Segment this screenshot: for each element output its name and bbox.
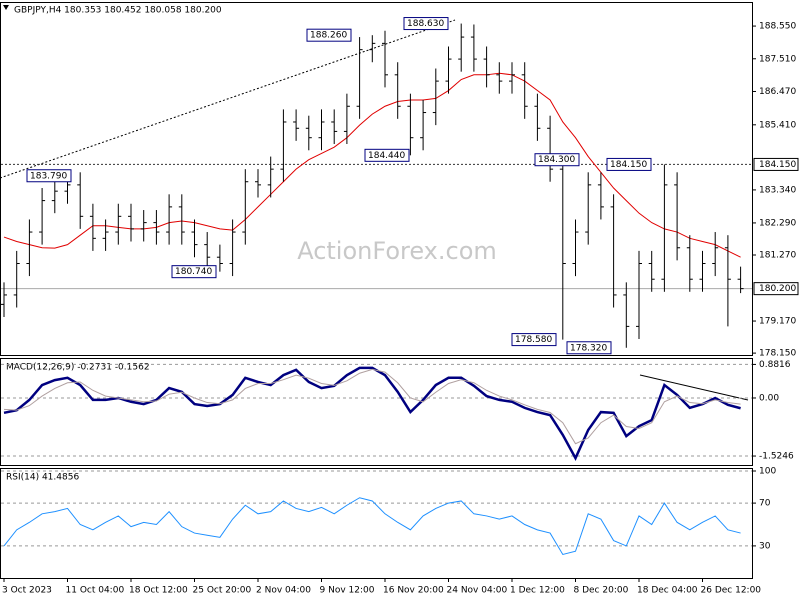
- x-tick-label: 8 Dec 20:00: [574, 586, 629, 596]
- annotation-label: 184.300: [538, 155, 575, 165]
- y-tick-label: 182.290: [759, 218, 796, 228]
- price-label-box: [753, 157, 799, 171]
- x-tick-label: 25 Oct 20:00: [193, 586, 252, 596]
- annotation-box: [403, 17, 449, 31]
- annotation-label: 188.260: [310, 31, 347, 41]
- annotation-label: 178.580: [515, 335, 552, 345]
- annotation-label: 184.440: [368, 151, 405, 161]
- indicator-line: [3, 497, 741, 556]
- annotation-label: 178.320: [570, 343, 607, 353]
- watermark: ActionForex.com: [297, 237, 497, 265]
- y-tick-label: -1.5246: [759, 452, 794, 462]
- x-tick-label: 1 Dec 12:00: [510, 586, 565, 596]
- y-tick-label: 70: [759, 499, 771, 509]
- x-tick-label: 11 Oct 04:00: [66, 586, 125, 596]
- indicator-line: [3, 368, 741, 445]
- macd-trend-line: [639, 374, 749, 401]
- y-tick-label: 100: [759, 467, 776, 477]
- annotation-box: [26, 169, 72, 183]
- y-tick-label: 30: [759, 541, 771, 551]
- x-tick-label: 3 Oct 2023: [2, 586, 52, 596]
- price-label: 184.150: [759, 160, 796, 170]
- annotation-label: 184.150: [610, 160, 647, 170]
- price-label-box: [753, 282, 799, 296]
- macd-title: MACD(12,26,9) -0.2731 -0.1562: [6, 363, 150, 373]
- y-tick-label: 183.340: [759, 185, 796, 195]
- trend-line: [0, 19, 456, 179]
- y-tick-label: 185.410: [759, 120, 796, 130]
- x-tick-label: 24 Nov 04:00: [447, 586, 508, 596]
- x-tick-label: 18 Dec 04:00: [637, 586, 698, 596]
- y-tick-label: 188.550: [759, 22, 796, 32]
- indicator-line: [3, 366, 741, 461]
- x-tick-label: 16 Nov 20:00: [383, 586, 444, 596]
- y-tick-label: 0.00: [759, 393, 779, 403]
- annotation-box: [534, 153, 580, 167]
- annotation-box: [364, 148, 410, 162]
- y-tick-label: 187.510: [759, 54, 796, 64]
- collapse-icon: [3, 5, 9, 10]
- x-tick-label: 2 Nov 04:00: [256, 586, 311, 596]
- annotation-label: 183.790: [30, 171, 67, 181]
- annotation-label: 188.630: [407, 19, 444, 29]
- rsi-panel: [0, 468, 753, 579]
- macd-panel: [0, 358, 753, 466]
- y-tick-label: 178.150: [759, 349, 796, 359]
- annotation-box: [306, 28, 352, 42]
- y-tick-label: 0.8816: [759, 360, 791, 370]
- y-tick-label: 181.270: [759, 251, 796, 261]
- moving-average: [3, 72, 741, 258]
- price-label: 180.200: [759, 284, 796, 294]
- annotation-label: 180.740: [175, 267, 212, 277]
- x-tick-label: 26 Dec 12:00: [701, 586, 762, 596]
- main-panel: [0, 2, 753, 356]
- annotation-box: [171, 265, 217, 279]
- annotation-box: [606, 157, 652, 171]
- x-tick-label: 18 Oct 12:00: [129, 586, 188, 596]
- annotation-box: [511, 333, 557, 347]
- y-tick-label: 179.170: [759, 317, 796, 327]
- rsi-title: RSI(14) 41.4856: [6, 473, 79, 483]
- x-tick-label: 9 Nov 12:00: [320, 586, 375, 596]
- y-tick-label: 186.470: [759, 87, 796, 97]
- annotation-box: [566, 341, 612, 355]
- main-title: GBPJPY,H4 180.353 180.452 180.058 180.20…: [14, 6, 222, 16]
